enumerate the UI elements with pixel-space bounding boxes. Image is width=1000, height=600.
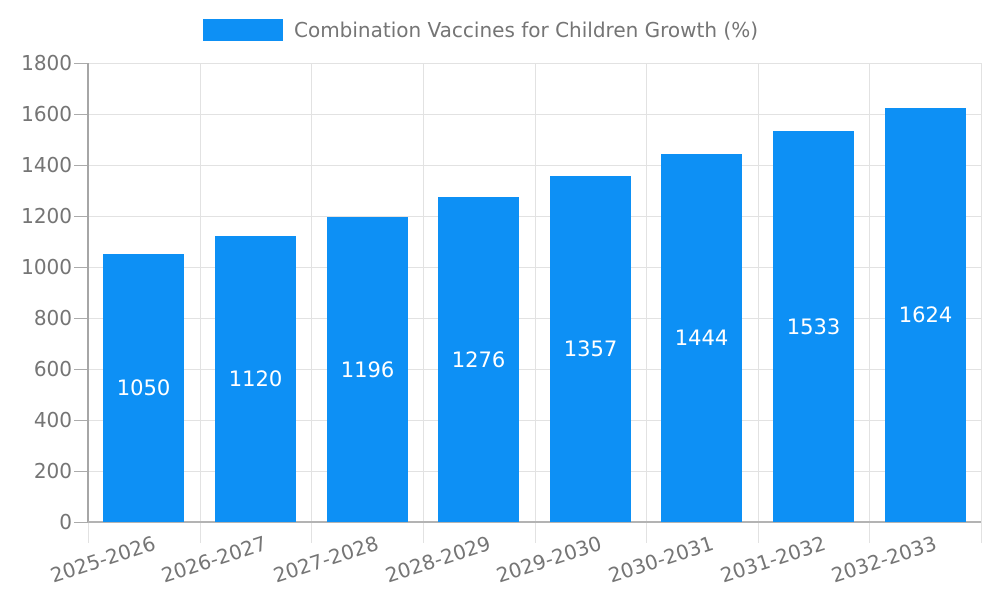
y-tick-label: 1000: [21, 255, 72, 279]
x-tick-label-text: 2032-2033: [828, 531, 940, 588]
y-gridline: [88, 318, 981, 319]
y-gridline: [88, 471, 981, 472]
bar: [661, 154, 742, 522]
y-tick-label: 1200: [21, 204, 72, 228]
y-tick-label: 1600: [21, 102, 72, 126]
x-tick-label-text: 2026-2027: [158, 531, 270, 588]
bar: [885, 108, 966, 522]
x-gridline: [981, 63, 982, 543]
y-axis-line: [87, 63, 89, 522]
bar-value-label: 1196: [340, 358, 395, 382]
y-tick-label: 400: [33, 408, 72, 432]
bar-value-label: 1357: [563, 337, 618, 361]
x-gridline: [423, 63, 424, 543]
legend-swatch: [203, 19, 283, 41]
x-gridline: [646, 63, 647, 543]
bar-value-label: 1050: [116, 376, 171, 400]
x-tick-label-text: 2028-2029: [382, 531, 494, 588]
x-gridline: [200, 63, 201, 543]
y-tick-label: 600: [33, 357, 72, 381]
y-tick-label: 1800: [21, 51, 72, 75]
bar: [215, 236, 296, 522]
y-tick-label: 0: [59, 510, 72, 534]
chart-legend: Combination Vaccines for Children Growth…: [203, 18, 758, 42]
y-tick-label: 800: [33, 306, 72, 330]
bar-value-label: 1120: [228, 367, 283, 391]
y-tick-label: 200: [33, 459, 72, 483]
x-tick-label-text: 2029-2030: [493, 531, 605, 588]
x-tick-label: 2032-2033: [823, 531, 940, 588]
y-gridline: [88, 63, 981, 64]
y-tick-mark: [74, 114, 88, 115]
bar-value-label: 1533: [786, 315, 841, 339]
bar-value-label: 1624: [898, 303, 953, 327]
y-tick-label: 1400: [21, 153, 72, 177]
x-tick-label: 2028-2029: [377, 531, 493, 588]
y-tick-mark: [74, 318, 88, 319]
y-gridline: [88, 267, 981, 268]
bar: [327, 217, 408, 522]
x-gridline: [758, 63, 759, 543]
x-axis-line: [88, 521, 981, 523]
bar-value-label: 1444: [674, 326, 729, 350]
y-tick-mark: [74, 267, 88, 268]
y-tick-mark: [74, 522, 88, 523]
bar-value-label: 1276: [451, 348, 506, 372]
y-gridline: [88, 369, 981, 370]
x-tick-label-text: 2031-2032: [716, 531, 828, 588]
x-tick-label-text: 2025-2026: [47, 531, 159, 588]
y-gridline: [88, 165, 981, 166]
x-tick-label: 2027-2028: [265, 531, 381, 588]
x-gridline: [869, 63, 870, 543]
x-tick-label: 2031-2032: [712, 531, 828, 588]
bar: [103, 254, 184, 522]
x-tick-label: 2029-2030: [488, 531, 605, 588]
x-gridline: [311, 63, 312, 543]
x-tick-label-text: 2027-2028: [270, 531, 382, 588]
y-gridline: [88, 420, 981, 421]
x-tick-label-text: 2030-2031: [605, 531, 717, 588]
y-gridline: [88, 114, 981, 115]
y-tick-mark: [74, 369, 88, 370]
y-tick-mark: [74, 165, 88, 166]
y-tick-mark: [74, 216, 88, 217]
x-tick-label: 2025-2026: [42, 531, 158, 588]
y-tick-mark: [74, 63, 88, 64]
y-tick-mark: [74, 420, 88, 421]
x-tick-label: 2030-2031: [600, 531, 716, 588]
y-gridline: [88, 216, 981, 217]
bar: [550, 176, 631, 522]
legend-label: Combination Vaccines for Children Growth…: [294, 18, 759, 42]
bar: [773, 131, 854, 522]
bar: [438, 197, 519, 522]
x-gridline: [535, 63, 536, 543]
y-tick-mark: [74, 471, 88, 472]
x-tick-label: 2026-2027: [153, 531, 270, 588]
